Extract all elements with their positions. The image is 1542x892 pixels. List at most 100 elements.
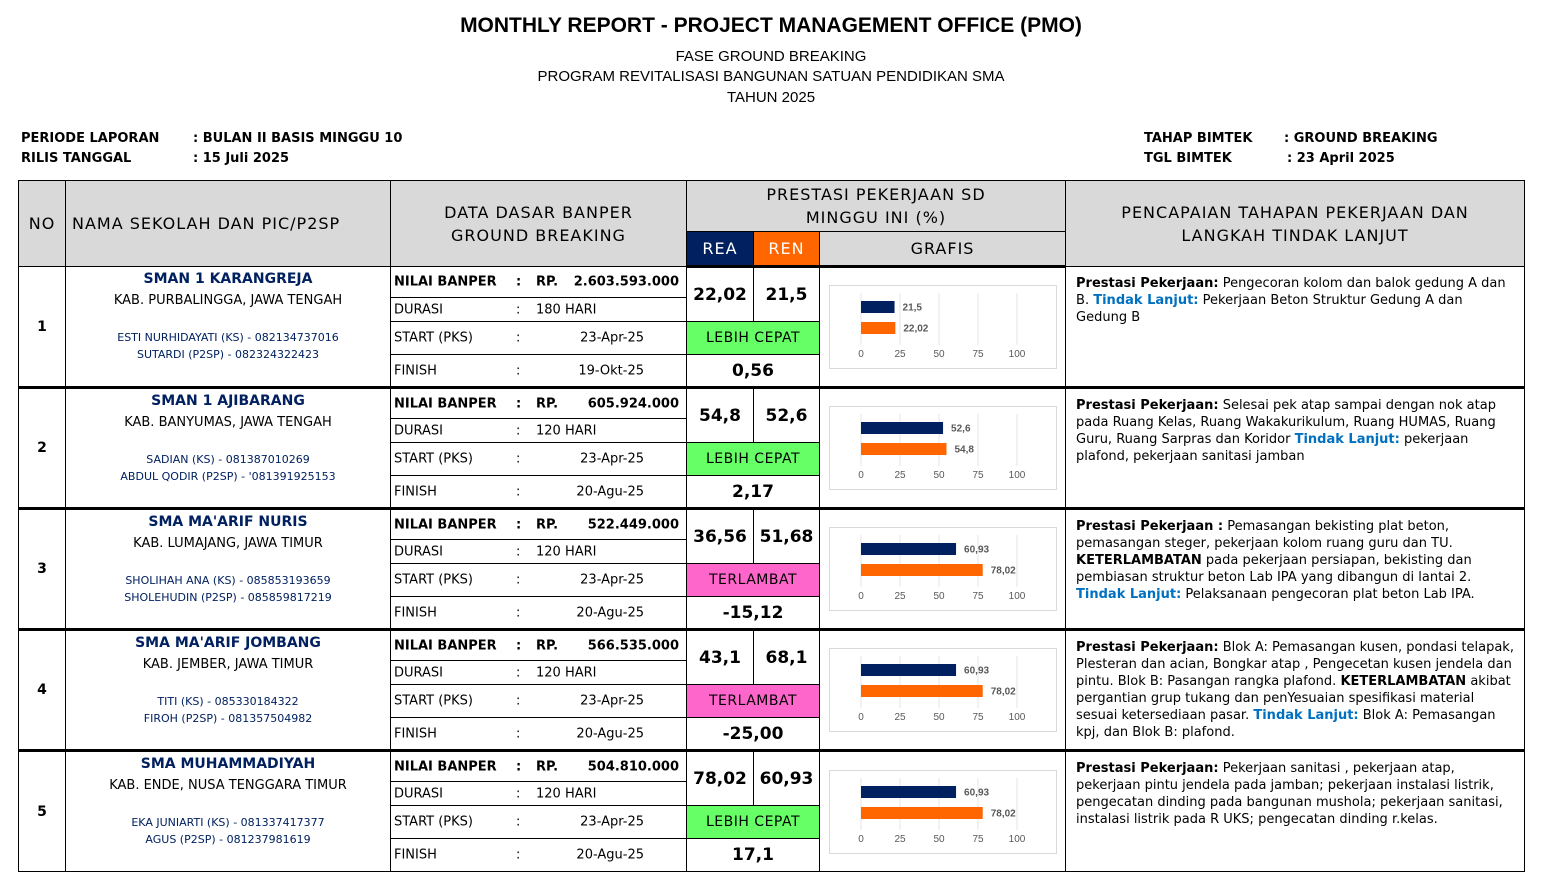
durasi-cell: DURASI : 120 HARI [390, 539, 687, 564]
start-cell: START (PKS) : 23-Apr-25 [390, 805, 687, 839]
chart-tick-label: 0 [858, 591, 864, 602]
rea-value: 22,02 [686, 266, 754, 322]
keterlambatan-label: KETERLAMBATAN [1076, 553, 1202, 568]
finish-label: FINISH [394, 847, 437, 863]
start-label: START (PKS) [394, 451, 473, 467]
deviation-value: 17,1 [686, 838, 820, 872]
nilai-label: NILAI BANPER [394, 517, 497, 532]
school-name: SMAN 1 KARANGREJA [143, 271, 313, 287]
start-row: START (PKS) : 23-Apr-25 TERLAMBAT [19, 684, 1525, 718]
chart-tick-label: 25 [894, 470, 906, 481]
rea-value: 36,56 [686, 507, 754, 564]
chart-tick-label: 100 [1008, 349, 1025, 360]
tindak-lanjut-text: pekerjaan plafond, pekerjaan sanitasi ja… [1076, 432, 1469, 464]
nilai-label: NILAI BANPER [394, 759, 497, 774]
finish-cell: FINISH : 19-Okt-25 [390, 354, 687, 388]
chart-tick-label: 50 [933, 712, 945, 723]
durasi-row: DURASI : 120 HARI [19, 539, 1525, 564]
finish-label: FINISH [394, 726, 437, 741]
chart-tick-label: 50 [933, 591, 945, 602]
report-title: MONTHLY REPORT - PROJECT MANAGEMENT OFFI… [460, 14, 1082, 37]
deviation-value: 0,56 [686, 354, 820, 388]
finish-value: 19-Okt-25 [578, 363, 644, 378]
finish-label: FINISH [394, 484, 437, 499]
start-row: START (PKS) : 23-Apr-25 LEBIH CEPAT [19, 442, 1525, 476]
table-row: 2 SMAN 1 AJIBARANG KAB. BANYUMAS, JAWA T… [18, 386, 1526, 509]
chart-tick-label: 100 [1008, 470, 1025, 481]
deviation-value: 2,17 [686, 475, 820, 509]
ren-value: 68,1 [753, 628, 820, 685]
tindak-lanjut-label: Tindak Lanjut: [1076, 587, 1182, 602]
col-nama-header: NAMA SEKOLAH DAN PIC/P2SP [65, 180, 391, 267]
nilai-value: 522.449.000 [587, 517, 679, 532]
report-subtitle-2: PROGRAM REVITALISASI BANGUNAN SATUAN PEN… [537, 68, 1005, 85]
chart-bar-rea [860, 685, 983, 697]
chart-bar-rea [860, 806, 983, 819]
chart-bar-rea [860, 564, 983, 576]
ren-value: 52,6 [753, 386, 820, 443]
tindak-lanjut-label: Tindak Lanjut: [1253, 708, 1359, 723]
school-location: KAB. BANYUMAS, JAWA TENGAH [124, 415, 332, 430]
nilai-colon: : [516, 638, 522, 653]
chart-tick-label: 50 [933, 349, 945, 360]
progress-chart-cell: 0 25 50 75 100 60,93 78,02 [818, 749, 1067, 872]
finish-value: 20-Agu-25 [576, 605, 644, 620]
school-location: KAB. PURBALINGGA, JAWA TENGAH [113, 293, 343, 308]
nilai-rp: RP. [536, 517, 559, 532]
start-colon: : [516, 451, 521, 467]
pic-ks: EKA JUNIARTI (KS) - 081337417377 [131, 816, 325, 829]
finish-cell: FINISH : 20-Agu-25 [390, 475, 687, 509]
durasi-colon: : [516, 665, 521, 680]
table-row: 1 SMAN 1 KARANGREJA KAB. PURBALINGGA, JA… [18, 266, 1526, 388]
ren-value: 51,68 [753, 507, 820, 564]
row-number: 1 [18, 266, 66, 388]
chart-tick-label: 25 [894, 591, 906, 602]
status-badge: TERLAMBAT [686, 563, 820, 597]
chart-tick-label: 25 [894, 834, 906, 845]
durasi-colon: : [516, 544, 521, 559]
chart-bar-rea [860, 443, 947, 455]
chart-tick-label: 75 [972, 470, 984, 481]
nilai-label: NILAI BANPER [394, 274, 497, 290]
deviation-value: -15,12 [686, 596, 820, 630]
tgl-bimtek: TGL BIMTEK: 23 April 2025 [1144, 151, 1395, 166]
rea-value: 43,1 [686, 628, 754, 685]
chart-tick-label: 100 [1008, 591, 1025, 602]
pencapaian-cell: Prestasi Pekerjaan: Selesai pek atap sam… [1065, 386, 1526, 509]
school-cell: SMA MUHAMMADIYAH KAB. ENDE, NUSA TENGGAR… [65, 749, 391, 872]
start-row: START (PKS) : 23-Apr-25 TERLAMBAT [19, 563, 1525, 597]
school-cell: SMA MA'ARIF NURIS KAB. LUMAJANG, JAWA TI… [65, 507, 391, 630]
finish-row: FINISH : 20-Agu-25 17,1 [19, 838, 1525, 872]
finish-cell: FINISH : 20-Agu-25 [390, 838, 687, 872]
progress-chart: 0 25 50 75 100 21,5 22,02 [828, 285, 1057, 369]
col-data-dasar-header: DATA DASAR BANPER GROUND BREAKING [390, 180, 687, 267]
durasi-label: DURASI [394, 665, 444, 680]
start-label: START (PKS) [394, 330, 473, 346]
durasi-colon: : [516, 786, 521, 801]
start-value: 23-Apr-25 [580, 814, 644, 830]
chart-tick-label: 25 [894, 712, 906, 723]
nilai-value: 2.603.593.000 [573, 274, 679, 290]
tindak-lanjut-label: Tindak Lanjut: [1093, 293, 1199, 308]
start-label: START (PKS) [394, 693, 473, 709]
nilai-label: NILAI BANPER [394, 638, 497, 653]
durasi-row: DURASI : 120 HARI [19, 781, 1525, 806]
col-grafis-header: GRAFIS [818, 231, 1067, 268]
start-cell: START (PKS) : 23-Apr-25 [390, 442, 687, 476]
pencapaian-cell: Prestasi Pekerjaan: Pekerjaan sanitasi ,… [1065, 749, 1526, 872]
pic-p2sp: AGUS (P2SP) - 081237981619 [145, 833, 311, 846]
finish-colon: : [516, 726, 521, 741]
start-value: 23-Apr-25 [580, 693, 644, 709]
chart-data-label: 78,02 [990, 687, 1015, 698]
nilai-rp: RP. [536, 396, 559, 411]
pencapaian-cell: Prestasi Pekerjaan: Blok A: Pemasangan k… [1065, 628, 1526, 751]
nilai-banper-cell: NILAI BANPER : RP. 605.924.000 [390, 386, 687, 419]
pic-ks: SHOLIHAH ANA (KS) - 085853193659 [125, 574, 331, 587]
durasi-value: 120 HARI [536, 786, 597, 801]
nilai-colon: : [516, 274, 522, 290]
row-number: 4 [18, 628, 66, 751]
chart-data-label: 78,02 [990, 808, 1015, 819]
durasi-cell: DURASI : 120 HARI [390, 418, 687, 443]
chart-tick-label: 0 [858, 712, 864, 723]
